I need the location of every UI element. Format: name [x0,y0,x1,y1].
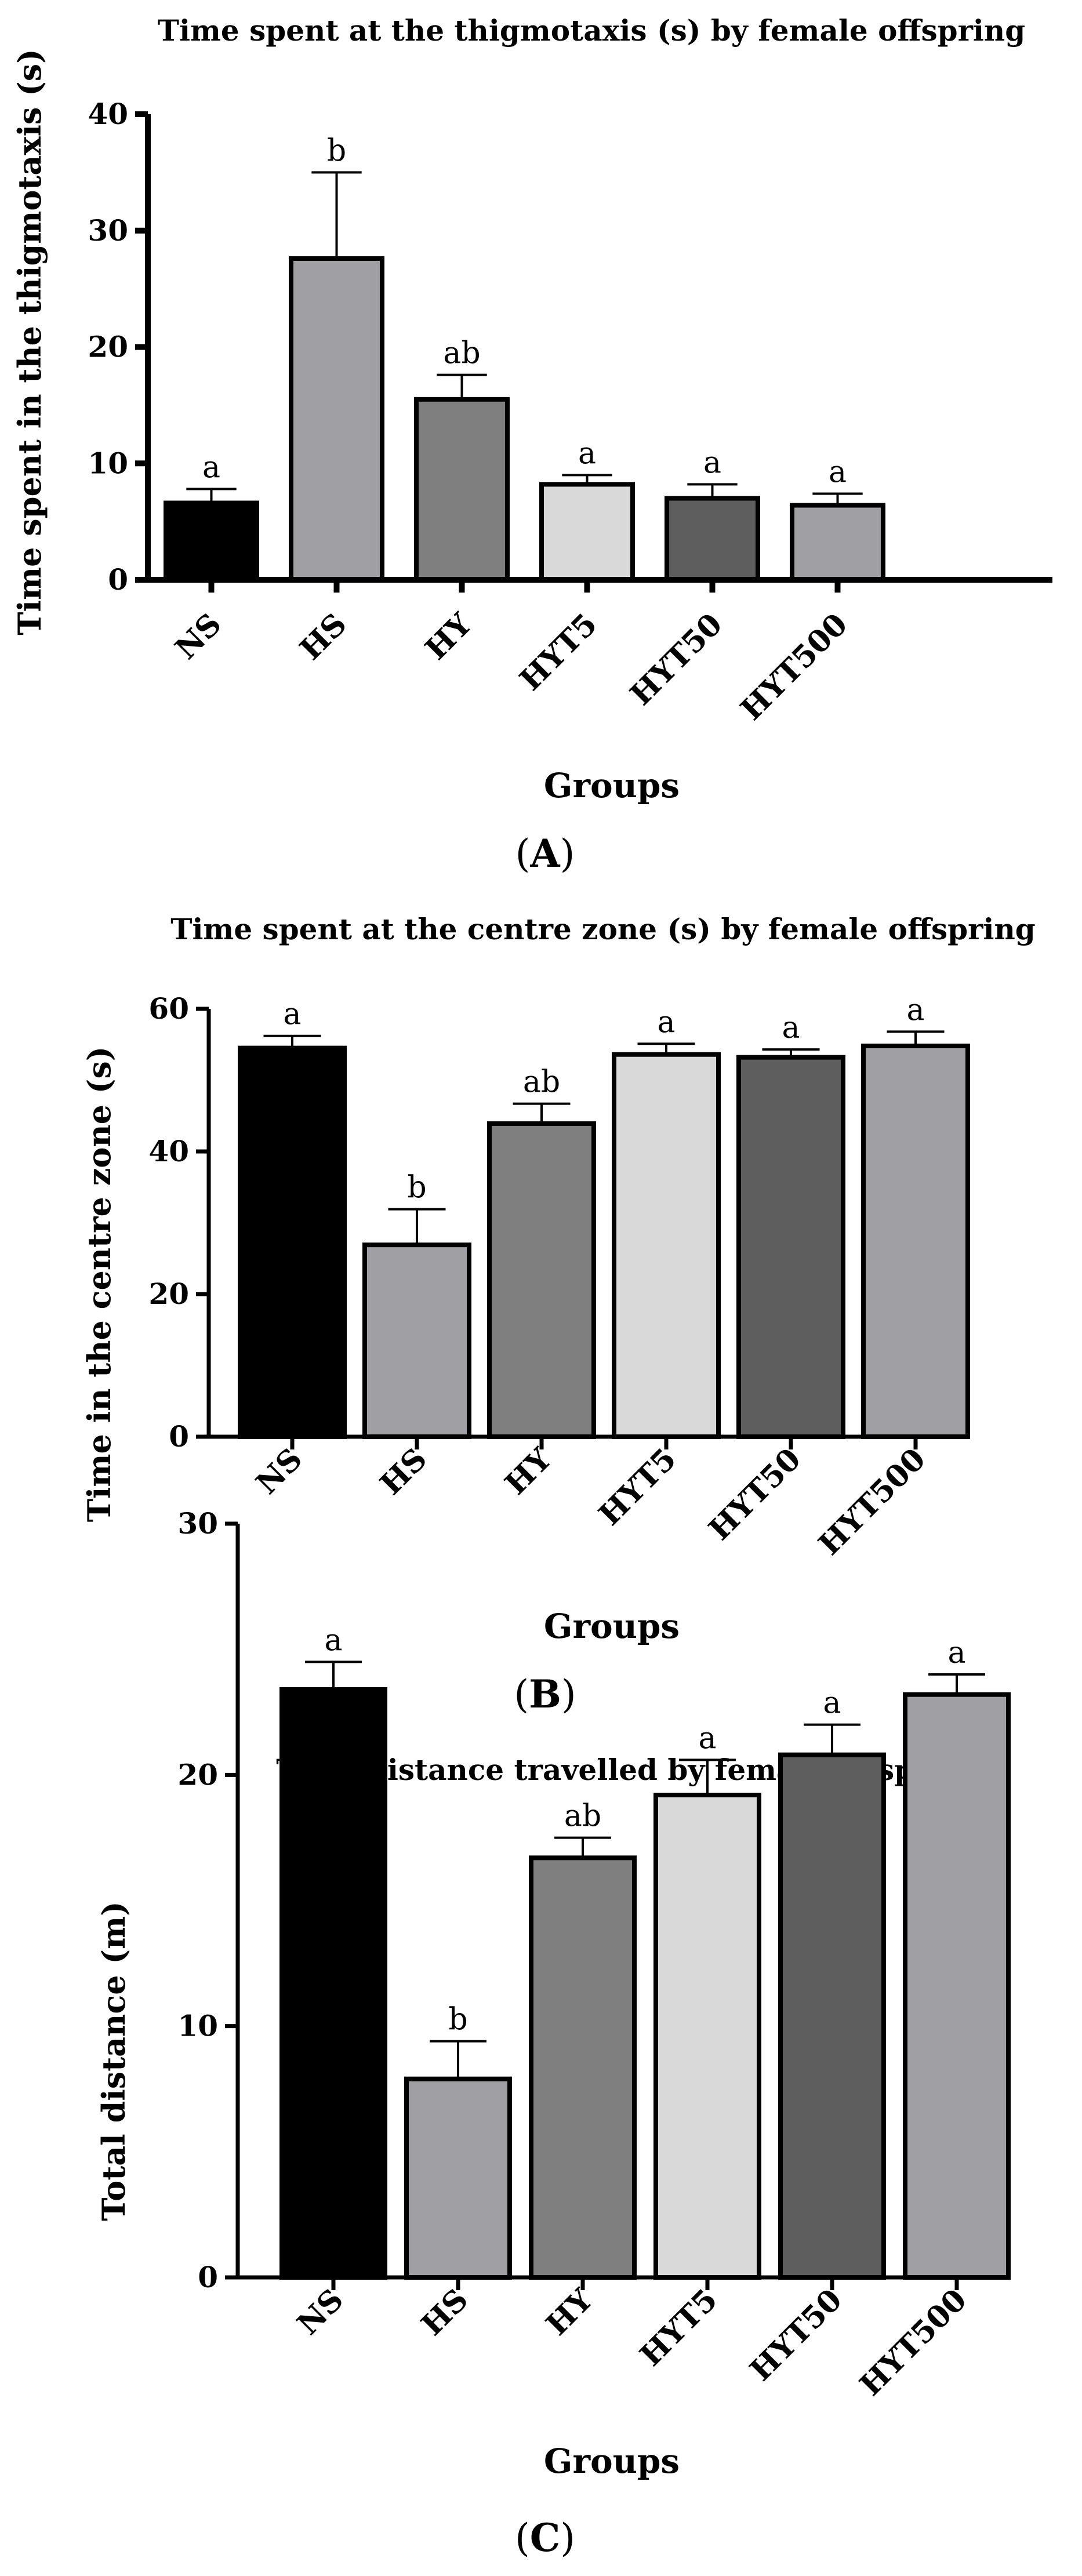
chart-c-ylabel: Total distance (m) [95,1901,132,2221]
significance-label: b [407,1171,426,1205]
y-tick-label: 20 [148,1277,189,1311]
chart-a: Time spent at the thigmotaxis (s) by fem… [11,13,1025,876]
x-tick-label: NS [291,2282,350,2342]
x-tick-label: HY [539,2281,600,2342]
x-tick-label: HYT5 [592,1441,683,1532]
chart-b-plot: a NS b HS ab HY a HYT5 a HYT50 a HYT500 0 20 40 60 [148,991,970,1562]
x-tick-label: HS [415,2282,475,2342]
significance-label: a [698,1721,716,1756]
chart-a-panel-letter: A [529,831,560,876]
chart-a-title: Time spent at the thigmotaxis (s) by fem… [158,13,1025,48]
significance-label: ab [523,1065,560,1100]
y-tick-label: 20 [177,1757,218,1792]
bar-hyt50 [778,1752,886,2280]
y-tick-label: 10 [88,446,128,480]
significance-label: a [578,436,596,471]
y-tick-label: 10 [177,2009,218,2043]
x-tick-label: HYT5 [633,2282,724,2373]
x-tick-label: HYT50 [623,606,729,713]
chart-b-panel-letter: B [529,1672,561,1717]
significance-label: ab [443,336,480,371]
x-tick-label: HYT50 [702,1441,808,1547]
bar-hs [404,2076,512,2280]
chart-b-title: Time spent at the centre zone (s) by fem… [170,912,1036,946]
bar-hy [487,1121,596,1439]
y-tick-label: 60 [148,991,189,1026]
y-tick-label: 40 [148,1134,189,1168]
x-tick-label: HY [419,606,480,667]
x-tick-label: HYT500 [812,1441,932,1562]
chart-b: Time spent at the centre zone (s) by fem… [81,912,1036,1717]
x-tick-label: HS [373,1441,434,1502]
bar-hyt5 [539,482,635,583]
chart-a-ylabel: Time spent in the thigmotaxis (s) [11,49,48,635]
x-tick-label: HYT5 [513,606,604,697]
bar-hy [414,397,510,583]
significance-label: a [657,1005,675,1040]
significance-label: a [947,1636,965,1670]
chart-b-panel-label: (B) [514,1672,576,1717]
significance-label: a [283,997,301,1032]
bar-hs [289,256,384,582]
chart-c-panel-letter: C [530,2515,561,2560]
chart-b-ylabel: Time in the centre zone (s) [81,1047,118,1523]
significance-label: a [823,1686,841,1721]
bar-hyt500 [861,1043,970,1439]
bar-hy [529,1855,637,2280]
significance-label: a [782,1011,800,1045]
x-tick-label: HYT500 [734,606,854,727]
significance-label: a [324,1623,342,1658]
significance-label: a [906,993,924,1027]
bar-ns [238,1045,347,1439]
x-tick-label: HYT500 [853,2282,974,2403]
significance-label: a [829,455,847,489]
bar-hyt5 [612,1052,721,1439]
y-tick-label: 20 [88,330,128,364]
y-tick-label: 30 [88,213,128,248]
x-tick-label: HS [293,606,353,667]
bar-ns [164,500,259,582]
x-tick-label: HY [498,1441,559,1502]
significance-label: ab [564,1799,601,1834]
significance-label: b [448,2003,467,2037]
bar-hs [362,1242,471,1439]
bar-ns [279,1687,387,2280]
x-tick-label: NS [168,606,228,666]
chart-c-xlabel: Groups [544,2441,680,2481]
y-tick-label: 40 [88,97,128,131]
x-tick-label: HYT50 [743,2282,849,2388]
bar-hyt500 [903,1692,1011,2280]
significance-label: b [327,133,346,168]
y-tick-label: 0 [169,1419,189,1454]
bar-hyt50 [665,496,760,582]
chart-c-panel-label: (C) [515,2515,575,2560]
significance-label: a [202,450,220,485]
x-tick-label: NS [249,1441,309,1501]
bar-hyt500 [790,503,885,583]
y-tick-label: 0 [198,2260,218,2294]
y-tick-label: 0 [108,562,128,597]
bar-hyt50 [736,1055,845,1439]
chart-a-panel-label: (A) [515,831,575,876]
chart-b-xlabel: Groups [544,1607,680,1646]
y-tick-label: 30 [177,1506,218,1540]
chart-a-plot: a NS b HS ab HY a HYT5 a HYT50 a HYT500 0 10 20 30 40 [88,97,1052,727]
bar-hyt5 [653,1793,761,2280]
chart-c-plot: a NS b HS ab HY a HYT5 a HYT50 a HYT500 0 10 20 30 [177,1506,1011,2403]
significance-label: a [703,445,721,480]
chart-a-xlabel: Groups [544,766,680,805]
